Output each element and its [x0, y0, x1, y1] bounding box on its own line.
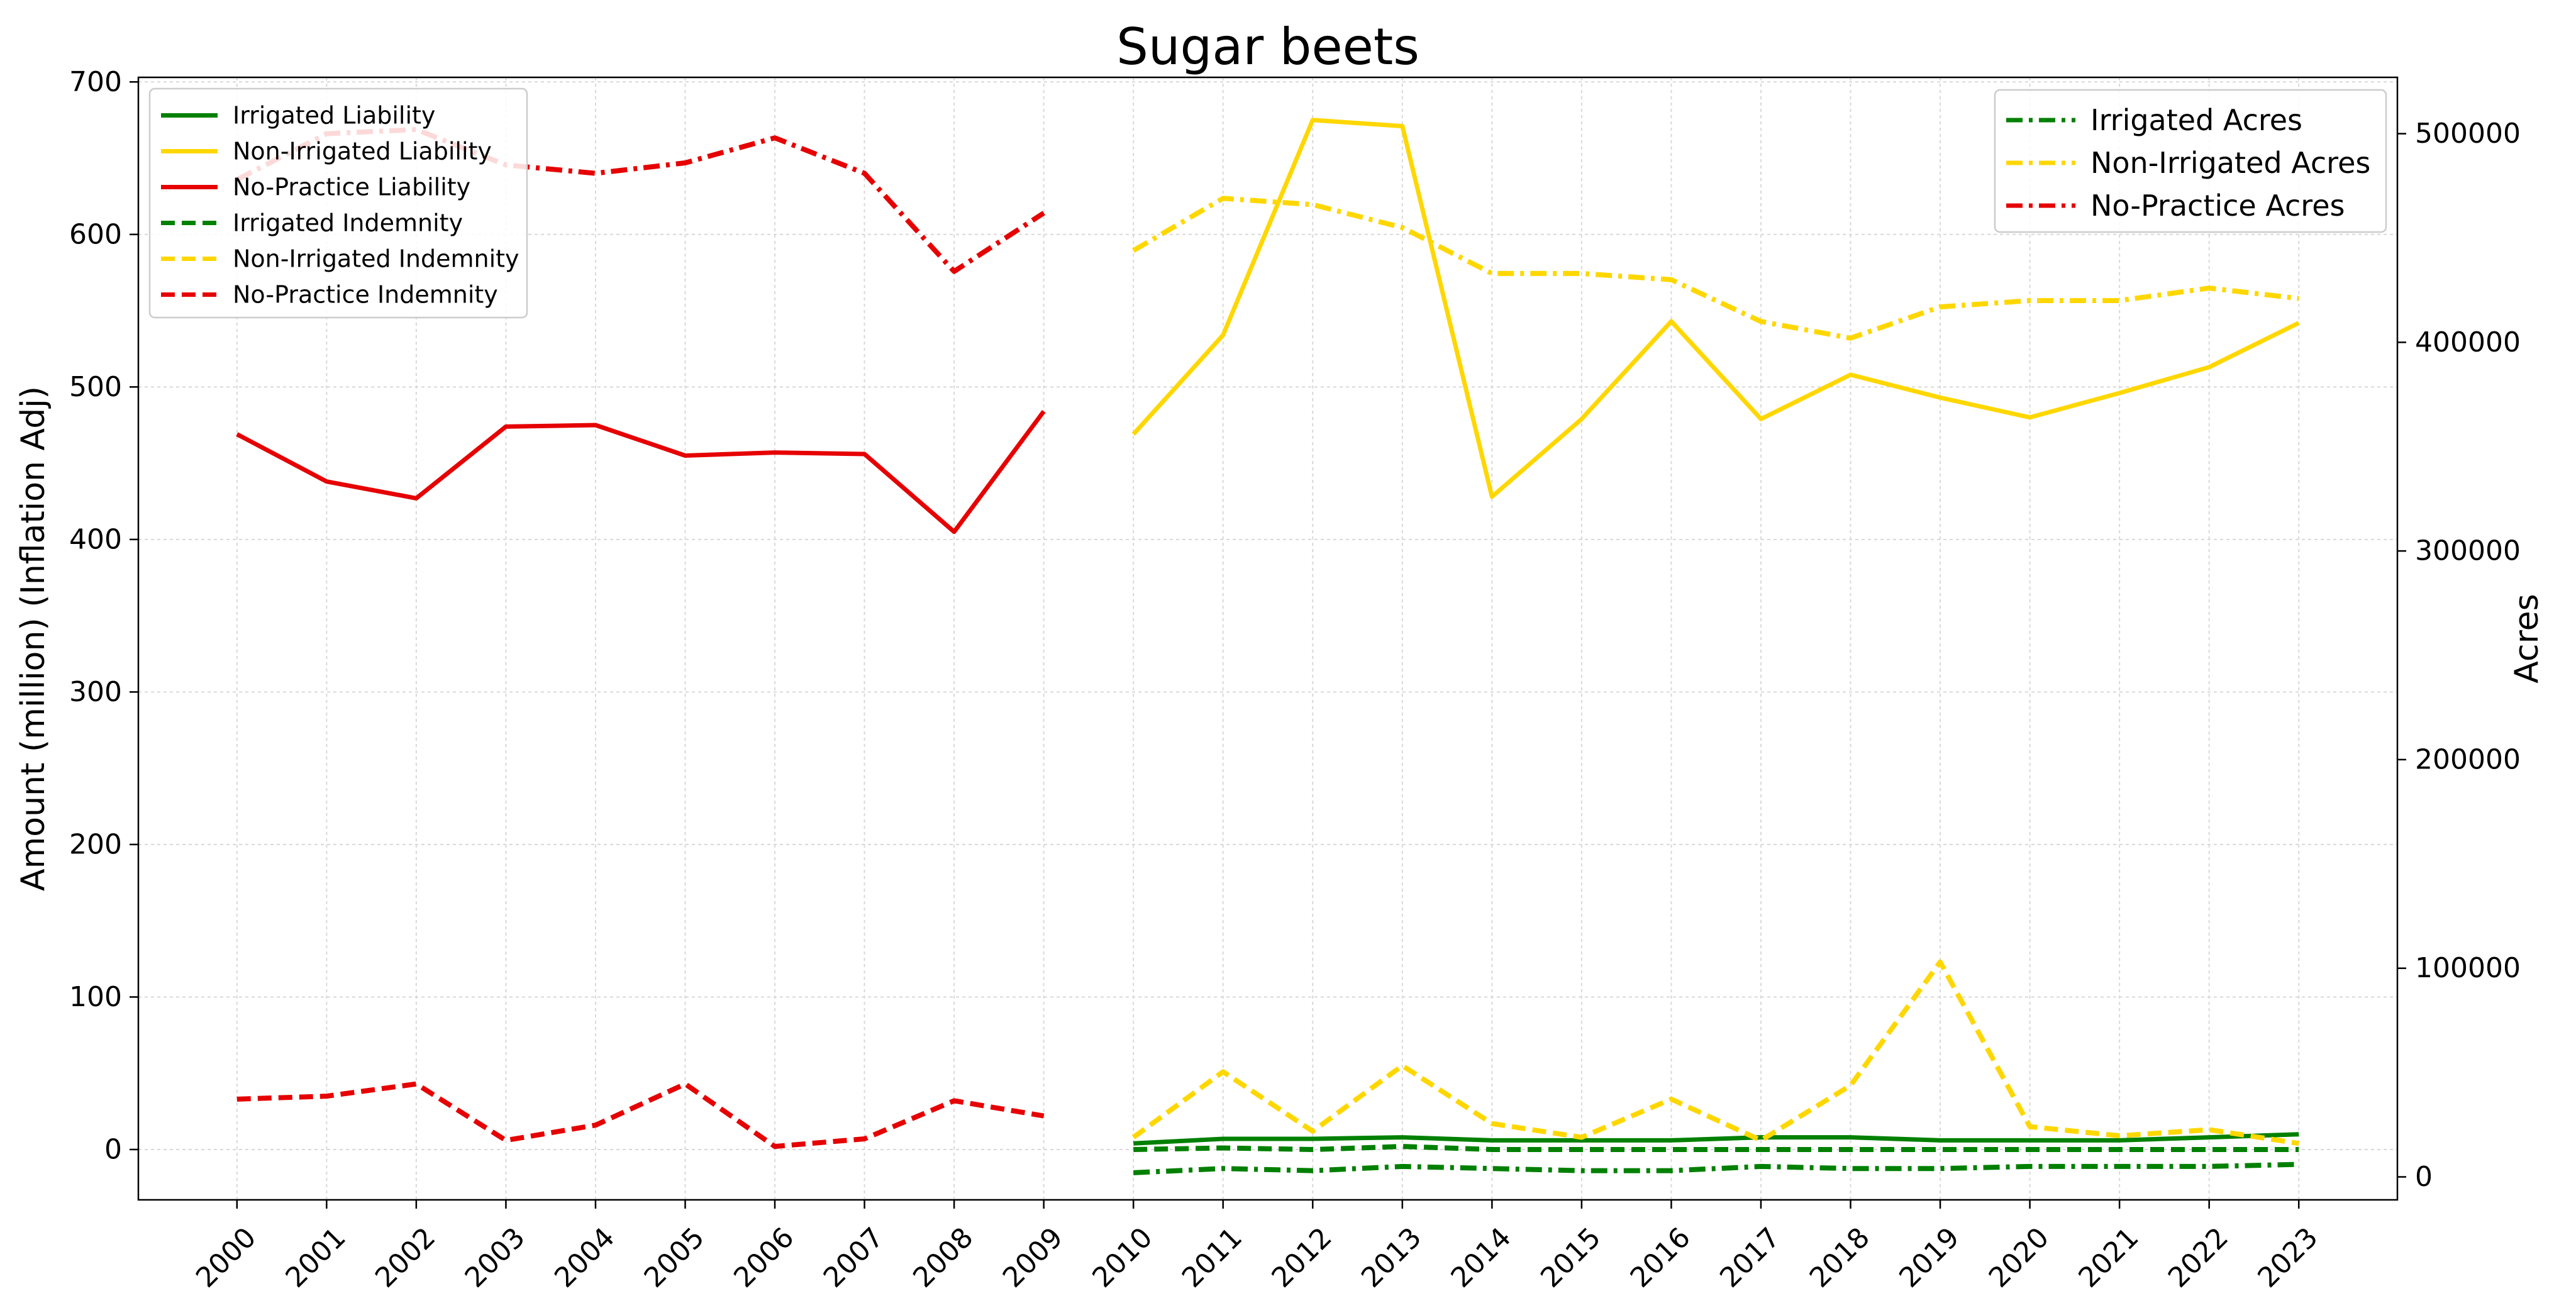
y-axis-right: 0 100000 200000 300000 400000 500000 [2397, 118, 2521, 1193]
chart-title: Sugar beets [1116, 18, 1419, 76]
legend-label-non-irrigated-liability: Non-Irrigated Liability [233, 138, 492, 165]
y2-tick-label: 500000 [2415, 118, 2521, 150]
series-line-non-irrigated-liability [1131, 118, 2300, 499]
grid [138, 77, 2397, 1200]
y-axis-title: Amount (million) (Inflation Adj) [14, 386, 52, 891]
plot-frame [137, 76, 2399, 1201]
y-axis-left: 0 100 200 300 400 500 600 700 [69, 66, 138, 1165]
series-line-no-practice-indemnity [236, 1081, 1045, 1150]
y-tick-label: 400 [69, 523, 122, 555]
y2-tick-label: 400000 [2415, 326, 2521, 358]
series-line-irrigated-indemnity [1133, 1144, 2299, 1152]
legend-label-no-practice-acres: No-Practice Acres [2090, 189, 2345, 223]
y-tick-label: 600 [69, 218, 122, 250]
legend-label-irrigated-liability: Irrigated Liability [233, 102, 435, 130]
y-tick-label: 300 [69, 676, 122, 708]
series-line-no-practice-liability [236, 410, 1046, 535]
legend-label-non-irrigated-acres: Non-Irrigated Acres [2090, 146, 2370, 180]
legend-label-no-practice-liability: No-Practice Liability [233, 174, 470, 201]
y-tick-label: 700 [69, 66, 122, 98]
legend-left: Irrigated Liability Non-Irrigated Liabili… [148, 87, 528, 319]
legend-right: Irrigated Acres Non-Irrigated Acres No-Pra… [1994, 89, 2387, 233]
series-line-irrigated-acres [1133, 1161, 2299, 1175]
y2-tick-label: 300000 [2415, 535, 2521, 567]
legend-box [148, 87, 528, 319]
series-line-irrigated-liability [1133, 1132, 2299, 1146]
y-tick-label: 100 [69, 981, 122, 1013]
y2-axis-title: Acres [2508, 594, 2546, 684]
legend-label-irrigated-indemnity: Irrigated Indemnity [233, 209, 463, 237]
series-lines [235, 118, 2300, 1175]
legend-label-non-irrigated-indemnity: Non-Irrigated Indemnity [233, 245, 519, 273]
legend-box [1994, 89, 2387, 233]
y-tick-label: 500 [69, 371, 122, 403]
y2-tick-label: 200000 [2415, 743, 2521, 775]
series-line-non-irrigated-acres [1132, 196, 2299, 341]
y-tick-label: 200 [69, 828, 122, 860]
legend-label-no-practice-indemnity: No-Practice Indemnity [233, 281, 498, 309]
y2-tick-label: 100000 [2415, 952, 2521, 984]
y-tick-label: 0 [104, 1133, 122, 1165]
y2-tick-label: 0 [2415, 1161, 2433, 1193]
series-line-non-irrigated-indemnity [1131, 959, 2299, 1146]
legend-label-irrigated-acres: Irrigated Acres [2090, 103, 2302, 137]
